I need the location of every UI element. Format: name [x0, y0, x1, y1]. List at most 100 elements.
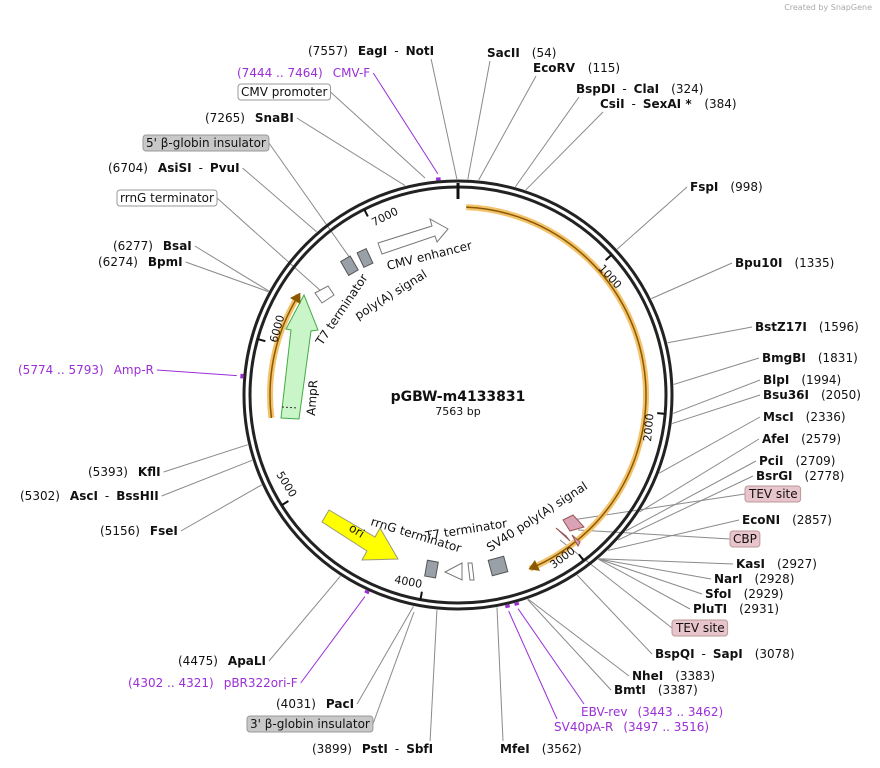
site: (6274) BpmI: [98, 255, 183, 269]
orf-arc-line: [269, 294, 300, 419]
enzyme-name: PvuI: [210, 161, 240, 175]
annotations: SacII (54)EcoRV (115)BspDI - ClaI (324)CsiI - S…: [18, 44, 861, 756]
site-names: ApaLI: [228, 654, 266, 668]
enzyme-name: BsrGI: [756, 469, 793, 483]
leader-line: [372, 611, 415, 725]
site-position: (1596): [819, 320, 859, 334]
label-box: [671, 619, 729, 637]
site-names: PluTI: [693, 602, 727, 616]
site: (4031) PacI: [276, 697, 354, 711]
site: KasI (2927): [736, 557, 817, 571]
enzyme-name: ApaLI: [228, 654, 266, 668]
leader-line: [598, 558, 691, 610]
site-names: NheI: [632, 669, 663, 683]
enzyme-name: KasI: [736, 557, 765, 571]
enzyme-name: PciI: [759, 454, 784, 468]
primer: EBV-rev (3443 .. 3462): [581, 705, 723, 719]
site-names: BstZ17I: [755, 320, 807, 334]
leader-line: [639, 438, 760, 513]
enzyme-name: SexAI *: [643, 97, 692, 111]
leader-line: [296, 117, 406, 187]
enzyme-name: BpmI: [148, 255, 183, 269]
enzyme-name: BssHII: [116, 489, 158, 503]
enzyme-name: PstI: [362, 742, 388, 756]
ori-arrow: [321, 509, 399, 561]
ruler-label: 7000: [370, 205, 401, 229]
leader-line: [430, 58, 458, 180]
enzyme-name: AfeI: [762, 432, 789, 446]
site-position: (324): [671, 82, 703, 96]
site: (5302) AscI - BssHII: [20, 489, 159, 503]
site-position: (2928): [755, 572, 795, 586]
ruler-tick: [578, 553, 585, 562]
site-position: (6277): [113, 239, 153, 253]
site-names: FspI: [690, 180, 718, 194]
enzyme-name: BstZ17I: [755, 320, 807, 334]
primer: SV40pA-R (3497 .. 3516): [554, 720, 709, 734]
site-position: (3078): [755, 647, 795, 661]
ampr-arrow: [280, 293, 319, 420]
leader-line: [671, 394, 761, 425]
leader-line: [268, 575, 341, 662]
primer-label: EBV-rev: [581, 705, 627, 719]
site-position: (5393): [88, 465, 128, 479]
ruler-label: 2000: [641, 413, 656, 442]
site-names: PacI: [326, 697, 354, 711]
primer-range: (5774 .. 5793): [18, 363, 104, 377]
primer-range: (3443 .. 3462): [637, 705, 723, 719]
enzyme-name: BspQI: [655, 647, 695, 661]
box-text: 3' β-globin insulator: [250, 717, 370, 731]
enzyme-name: KflI: [138, 465, 161, 479]
site-names: PciI: [759, 454, 784, 468]
primer: (4302 .. 4321) pBR322ori-F: [128, 676, 298, 690]
enzyme-name: SnaBI: [255, 111, 294, 125]
leader-line: [300, 596, 366, 684]
site: (4475) ApaLI: [178, 654, 266, 668]
box-text: 5' β-globin insulator: [146, 136, 266, 150]
site: PluTI (2931): [693, 602, 779, 616]
site: MfeI (3562): [500, 742, 582, 756]
leader-line: [673, 379, 761, 414]
ruler-tick: [419, 591, 423, 600]
label-box: [729, 530, 761, 548]
leader-line: [617, 475, 754, 541]
enzyme-name: BspDI: [576, 82, 615, 96]
box-text: CMV promoter: [241, 85, 328, 99]
leader-line: [242, 167, 317, 233]
tev-arrow: [562, 514, 585, 532]
enzyme-name: PacI: [326, 697, 354, 711]
ruler-tick: [605, 254, 613, 261]
primer-label: Amp-R: [114, 363, 154, 377]
leader-line: [330, 91, 426, 179]
box-text: TEV site: [675, 621, 725, 635]
primer-range: (4302 .. 4321): [128, 676, 214, 690]
site-names: PstI - SbfI: [362, 742, 433, 756]
leader-line: [673, 357, 760, 385]
primer: (5774 .. 5793) Amp-R: [18, 363, 154, 377]
site-names: FseI: [150, 524, 178, 538]
site-position: (4031): [276, 697, 316, 711]
ruler-tick: [363, 208, 369, 217]
site: BmtI (3387): [614, 683, 698, 697]
separator: -: [622, 82, 626, 96]
site-position: (3387): [658, 683, 698, 697]
site-names: EcoNI: [742, 513, 780, 527]
enzyme-name: FspI: [690, 180, 718, 194]
site: NarI (2928): [714, 572, 794, 586]
site-position: (4475): [178, 654, 218, 668]
separator: -: [632, 97, 636, 111]
site: MscI (2336): [763, 410, 846, 424]
site: SacII (54): [487, 46, 556, 60]
site-names: AscI - BssHII: [70, 489, 159, 503]
plasmid-name: pGBW-m4133831: [391, 389, 526, 405]
enzyme-name: SacII: [487, 46, 520, 60]
primer-mark: [364, 589, 370, 595]
leader-line: [496, 607, 504, 742]
boxed-label: rrnG terminator: [116, 189, 218, 207]
site: BstZ17I (1596): [755, 320, 859, 334]
boxed-label: 5' β-globin insulator: [142, 134, 270, 152]
site-names: AsiSI - PvuI: [158, 161, 240, 175]
site-names: Bpu10I: [735, 256, 782, 270]
enzyme-name: EcoNI: [742, 513, 780, 527]
box-text: CBP: [733, 532, 757, 546]
